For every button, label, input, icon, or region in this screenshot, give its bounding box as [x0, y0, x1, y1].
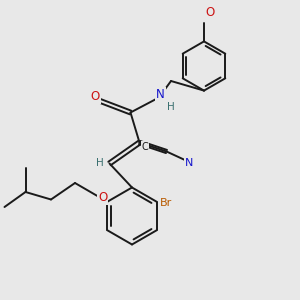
- Text: Br: Br: [160, 198, 172, 208]
- Text: O: O: [98, 191, 107, 204]
- Text: O: O: [91, 90, 100, 104]
- Text: O: O: [206, 6, 214, 20]
- Text: N: N: [185, 158, 193, 169]
- Text: N: N: [156, 88, 165, 101]
- Text: H: H: [96, 158, 104, 168]
- Text: C: C: [142, 142, 148, 152]
- Text: H: H: [167, 101, 175, 112]
